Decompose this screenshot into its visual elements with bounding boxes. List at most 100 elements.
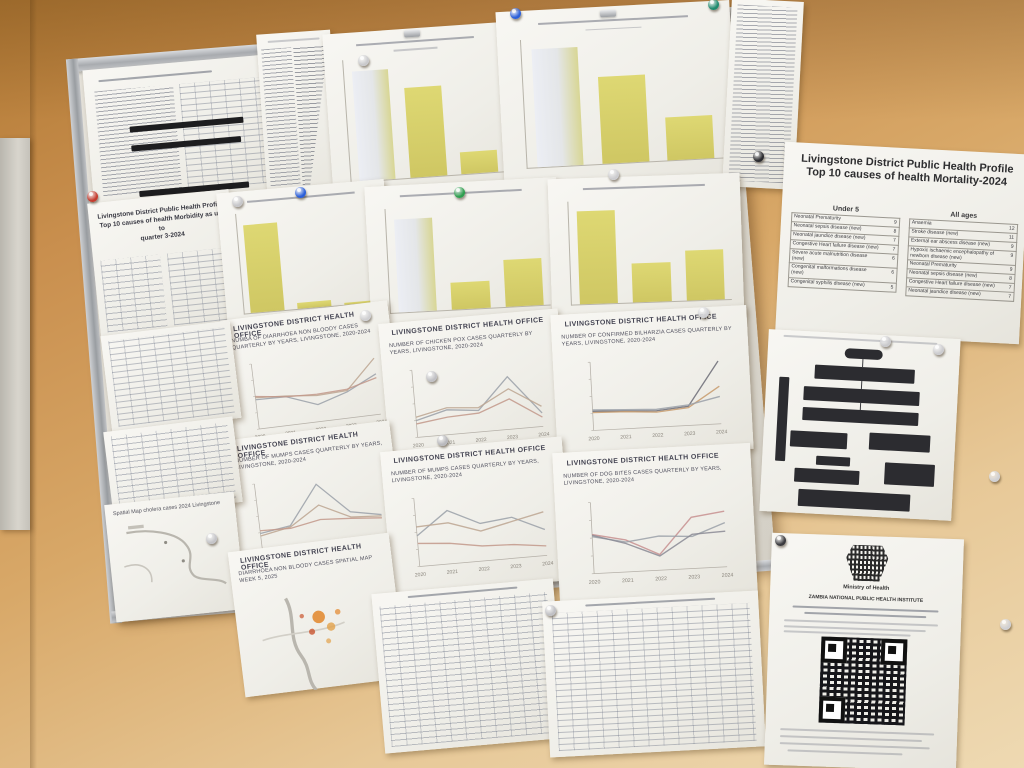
svg-text:2021: 2021: [620, 434, 632, 441]
svg-text:2021: 2021: [444, 439, 456, 446]
binder-clip: [599, 9, 617, 18]
morbidity-title: Livingstone District Public Health Profi…: [95, 201, 227, 249]
bar: [684, 249, 725, 301]
svg-text:2022: 2022: [655, 576, 667, 583]
bar: [450, 281, 491, 311]
bar-chart: [520, 29, 724, 170]
binder-clip: [403, 29, 421, 38]
svg-text:2020: 2020: [413, 442, 425, 449]
svg-text:2021: 2021: [447, 569, 459, 576]
paper-mumps-chart-2: LIVINGSTONE DISTRICT HEALTH OFFICE NUMBE…: [380, 436, 574, 596]
push-pin: [708, 0, 719, 10]
spatial-map-graphic: [262, 597, 345, 691]
bar: [243, 222, 285, 314]
paper-mortality-poster: Livingstone District Public Health Profi…: [775, 141, 1024, 345]
push-pin: [360, 310, 371, 321]
push-pin: [454, 187, 465, 198]
svg-text:2020: 2020: [415, 572, 427, 579]
paper-data-table-topleft: [82, 53, 284, 207]
bar: [530, 47, 585, 168]
push-pin: [880, 336, 891, 347]
paper-cholera-map: Spatial Map cholera cases 2024 Livingsto…: [104, 491, 246, 623]
chart-subtitle-placeholder: [393, 47, 438, 52]
svg-text:2022: 2022: [479, 566, 491, 573]
paper-spatial-map: LIVINGSTONE DISTRICT HEALTH OFFICE DIARR…: [227, 532, 407, 698]
flowchart-box: [789, 430, 849, 450]
map-graphic: [123, 524, 227, 585]
chart-subtitle-placeholder: [585, 26, 642, 31]
chart-subtitle: NUMBER OF CONFIRMED BILHARZIA CASES QUAR…: [561, 325, 732, 348]
push-pin: [698, 307, 709, 318]
bar-chart: [342, 49, 506, 183]
bar-chart: [567, 196, 733, 306]
svg-text:2024: 2024: [539, 431, 551, 438]
push-pin: [295, 187, 306, 198]
chart-org: LIVINGSTONE DISTRICT HEALTH OFFICE: [566, 452, 720, 468]
flowchart-box: [868, 432, 931, 453]
push-pin: [775, 535, 786, 546]
line-chart-mumps-2: 2020 2021 2022 2023 2024: [412, 498, 554, 579]
flowchart-box: [814, 364, 915, 385]
chart-subtitle: NUMBER OF DOG BITES CASES QUARTERLY BY Y…: [563, 465, 722, 487]
push-pin: [232, 196, 243, 207]
svg-text:2021: 2021: [622, 578, 634, 585]
bar: [459, 149, 499, 174]
flowchart-bottom-box: [798, 489, 911, 512]
bar: [502, 257, 544, 308]
bar-chart: [234, 202, 385, 315]
paper-chickenpox-chart: LIVINGSTONE DISTRICT HEALTH OFFICE NUMBE…: [378, 308, 570, 466]
svg-text:2020: 2020: [589, 579, 601, 586]
svg-text:2023: 2023: [507, 434, 519, 441]
svg-text:2023: 2023: [684, 431, 696, 438]
paper-grid-table-1: [100, 320, 242, 434]
ministry-label: Ministry of Health: [843, 583, 890, 592]
svg-text:2024: 2024: [716, 429, 728, 436]
line-chart-chickenpox: 2020 2021 2022 2023 2024: [409, 369, 551, 449]
push-pin: [1000, 619, 1011, 630]
flowchart-box: [803, 385, 920, 407]
svg-text:2024: 2024: [542, 561, 554, 568]
wall-corner-shadow: [30, 0, 37, 768]
bar: [351, 69, 396, 182]
paper-bilharzia-chart: LIVINGSTONE DISTRICT HEALTH OFFICE NUMBE…: [550, 304, 754, 460]
all-ages-rows: Anaemia 12 Stroke disease (new) 11 External …: [904, 218, 1018, 303]
push-pin: [608, 169, 619, 180]
bar: [631, 261, 672, 303]
line-chart-dogbites: 2020 2021 2022 2023 2024: [588, 502, 734, 586]
institute-label: ZAMBIA NATIONAL PUBLIC HEALTH INSTITUTE: [808, 594, 924, 605]
bar: [665, 114, 715, 161]
paper-bar-chart-e: [547, 172, 745, 324]
push-pin: [358, 55, 369, 66]
bar: [403, 85, 447, 178]
paper-bottom-table-1: [371, 578, 567, 754]
bar-chart: [384, 201, 552, 315]
svg-text:2022: 2022: [652, 433, 664, 440]
under5-rows: Neonatal Prematurity 9 Neonatal sepsis dis…: [787, 211, 901, 293]
paper-bar-chart-a: [322, 21, 518, 205]
flowchart-start-box: [844, 347, 884, 361]
push-pin: [426, 371, 437, 382]
line-chart-bilharzia: 2020 2021 2022 2023 2024: [587, 360, 728, 443]
paper-bar-chart-b: [495, 0, 739, 192]
flowchart-box: [815, 455, 851, 467]
svg-text:2024: 2024: [722, 572, 734, 579]
push-pin: [989, 471, 1000, 482]
flowchart-box: [793, 467, 860, 486]
zambia-coat-of-arms: [845, 545, 888, 582]
all-ages-table: All ages Anaemia 12 Stroke disease (new) 11…: [903, 209, 1018, 336]
bar: [576, 210, 619, 305]
left-wall-poster: [0, 138, 30, 530]
svg-text:2023: 2023: [511, 563, 523, 570]
push-pin: [437, 435, 448, 446]
svg-text:2023: 2023: [688, 574, 700, 581]
paper-dogbites-chart: LIVINGSTONE DISTRICT HEALTH OFFICE NUMBE…: [552, 442, 758, 604]
svg-text:2020: 2020: [588, 436, 600, 443]
svg-text:2022: 2022: [476, 436, 488, 443]
qr-code: [818, 636, 908, 726]
push-pin: [545, 605, 556, 616]
chart-title-placeholder: [582, 183, 706, 191]
morbidity-title-line3: quarter 3-2024: [140, 231, 186, 243]
bar: [597, 74, 650, 165]
paper-qr-instructions: Ministry of Health ZAMBIA NATIONAL PUBLI…: [764, 532, 964, 768]
